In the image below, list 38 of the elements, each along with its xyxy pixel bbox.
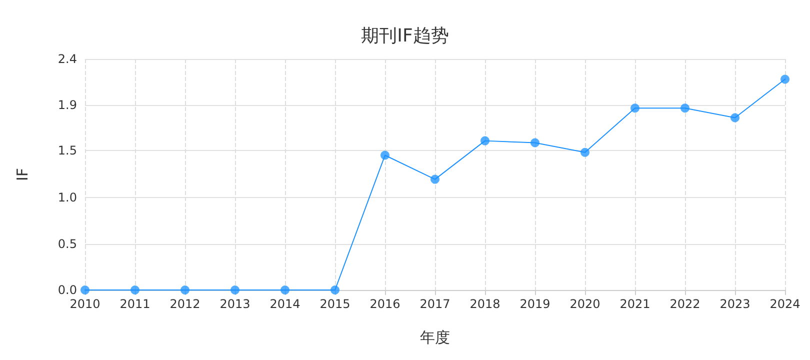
x-tick-label: 2010 (70, 297, 100, 311)
x-tick-label: 2014 (270, 297, 300, 311)
y-tick-label: 1.5 (58, 143, 77, 158)
y-tick-label: 2.4 (58, 52, 77, 66)
point (280, 286, 290, 294)
x-tick-label: 2015 (320, 297, 350, 311)
x-tick-label: 2013 (220, 297, 250, 311)
point (430, 174, 440, 184)
point (330, 286, 340, 294)
x-tick-label: 2021 (620, 297, 650, 311)
x-tick-label: 2022 (670, 297, 700, 311)
x-tick-label: 2020 (570, 297, 600, 311)
y-tick-label: 0.0 (58, 283, 77, 297)
point (630, 104, 640, 113)
point (730, 113, 740, 122)
y-tick-label: 0.5 (58, 236, 77, 251)
x-axis-title: 年度 (420, 328, 450, 346)
y-tick-label: 1.9 (58, 98, 77, 112)
y-tick-label: 1.0 (58, 190, 77, 205)
x-tick-label: 2016 (370, 297, 400, 311)
point (530, 138, 540, 148)
point (480, 136, 490, 146)
point (180, 286, 190, 294)
y-axis-title: IF (14, 168, 32, 182)
point (780, 74, 790, 84)
point (580, 148, 590, 157)
point (130, 286, 140, 294)
x-tick-label: 2018 (470, 297, 500, 311)
x-tick-label: 2024 (770, 297, 800, 311)
point (680, 104, 690, 113)
chart-title: 期刊IF趋势 (361, 26, 449, 46)
x-tick-label: 2023 (720, 297, 750, 311)
x-tick-label: 2011 (120, 297, 150, 311)
point (230, 286, 240, 294)
x-tick-label: 2017 (420, 297, 450, 311)
x-tick-label: 2012 (170, 297, 200, 311)
x-tick-label: 2019 (520, 297, 550, 311)
point (380, 150, 390, 160)
